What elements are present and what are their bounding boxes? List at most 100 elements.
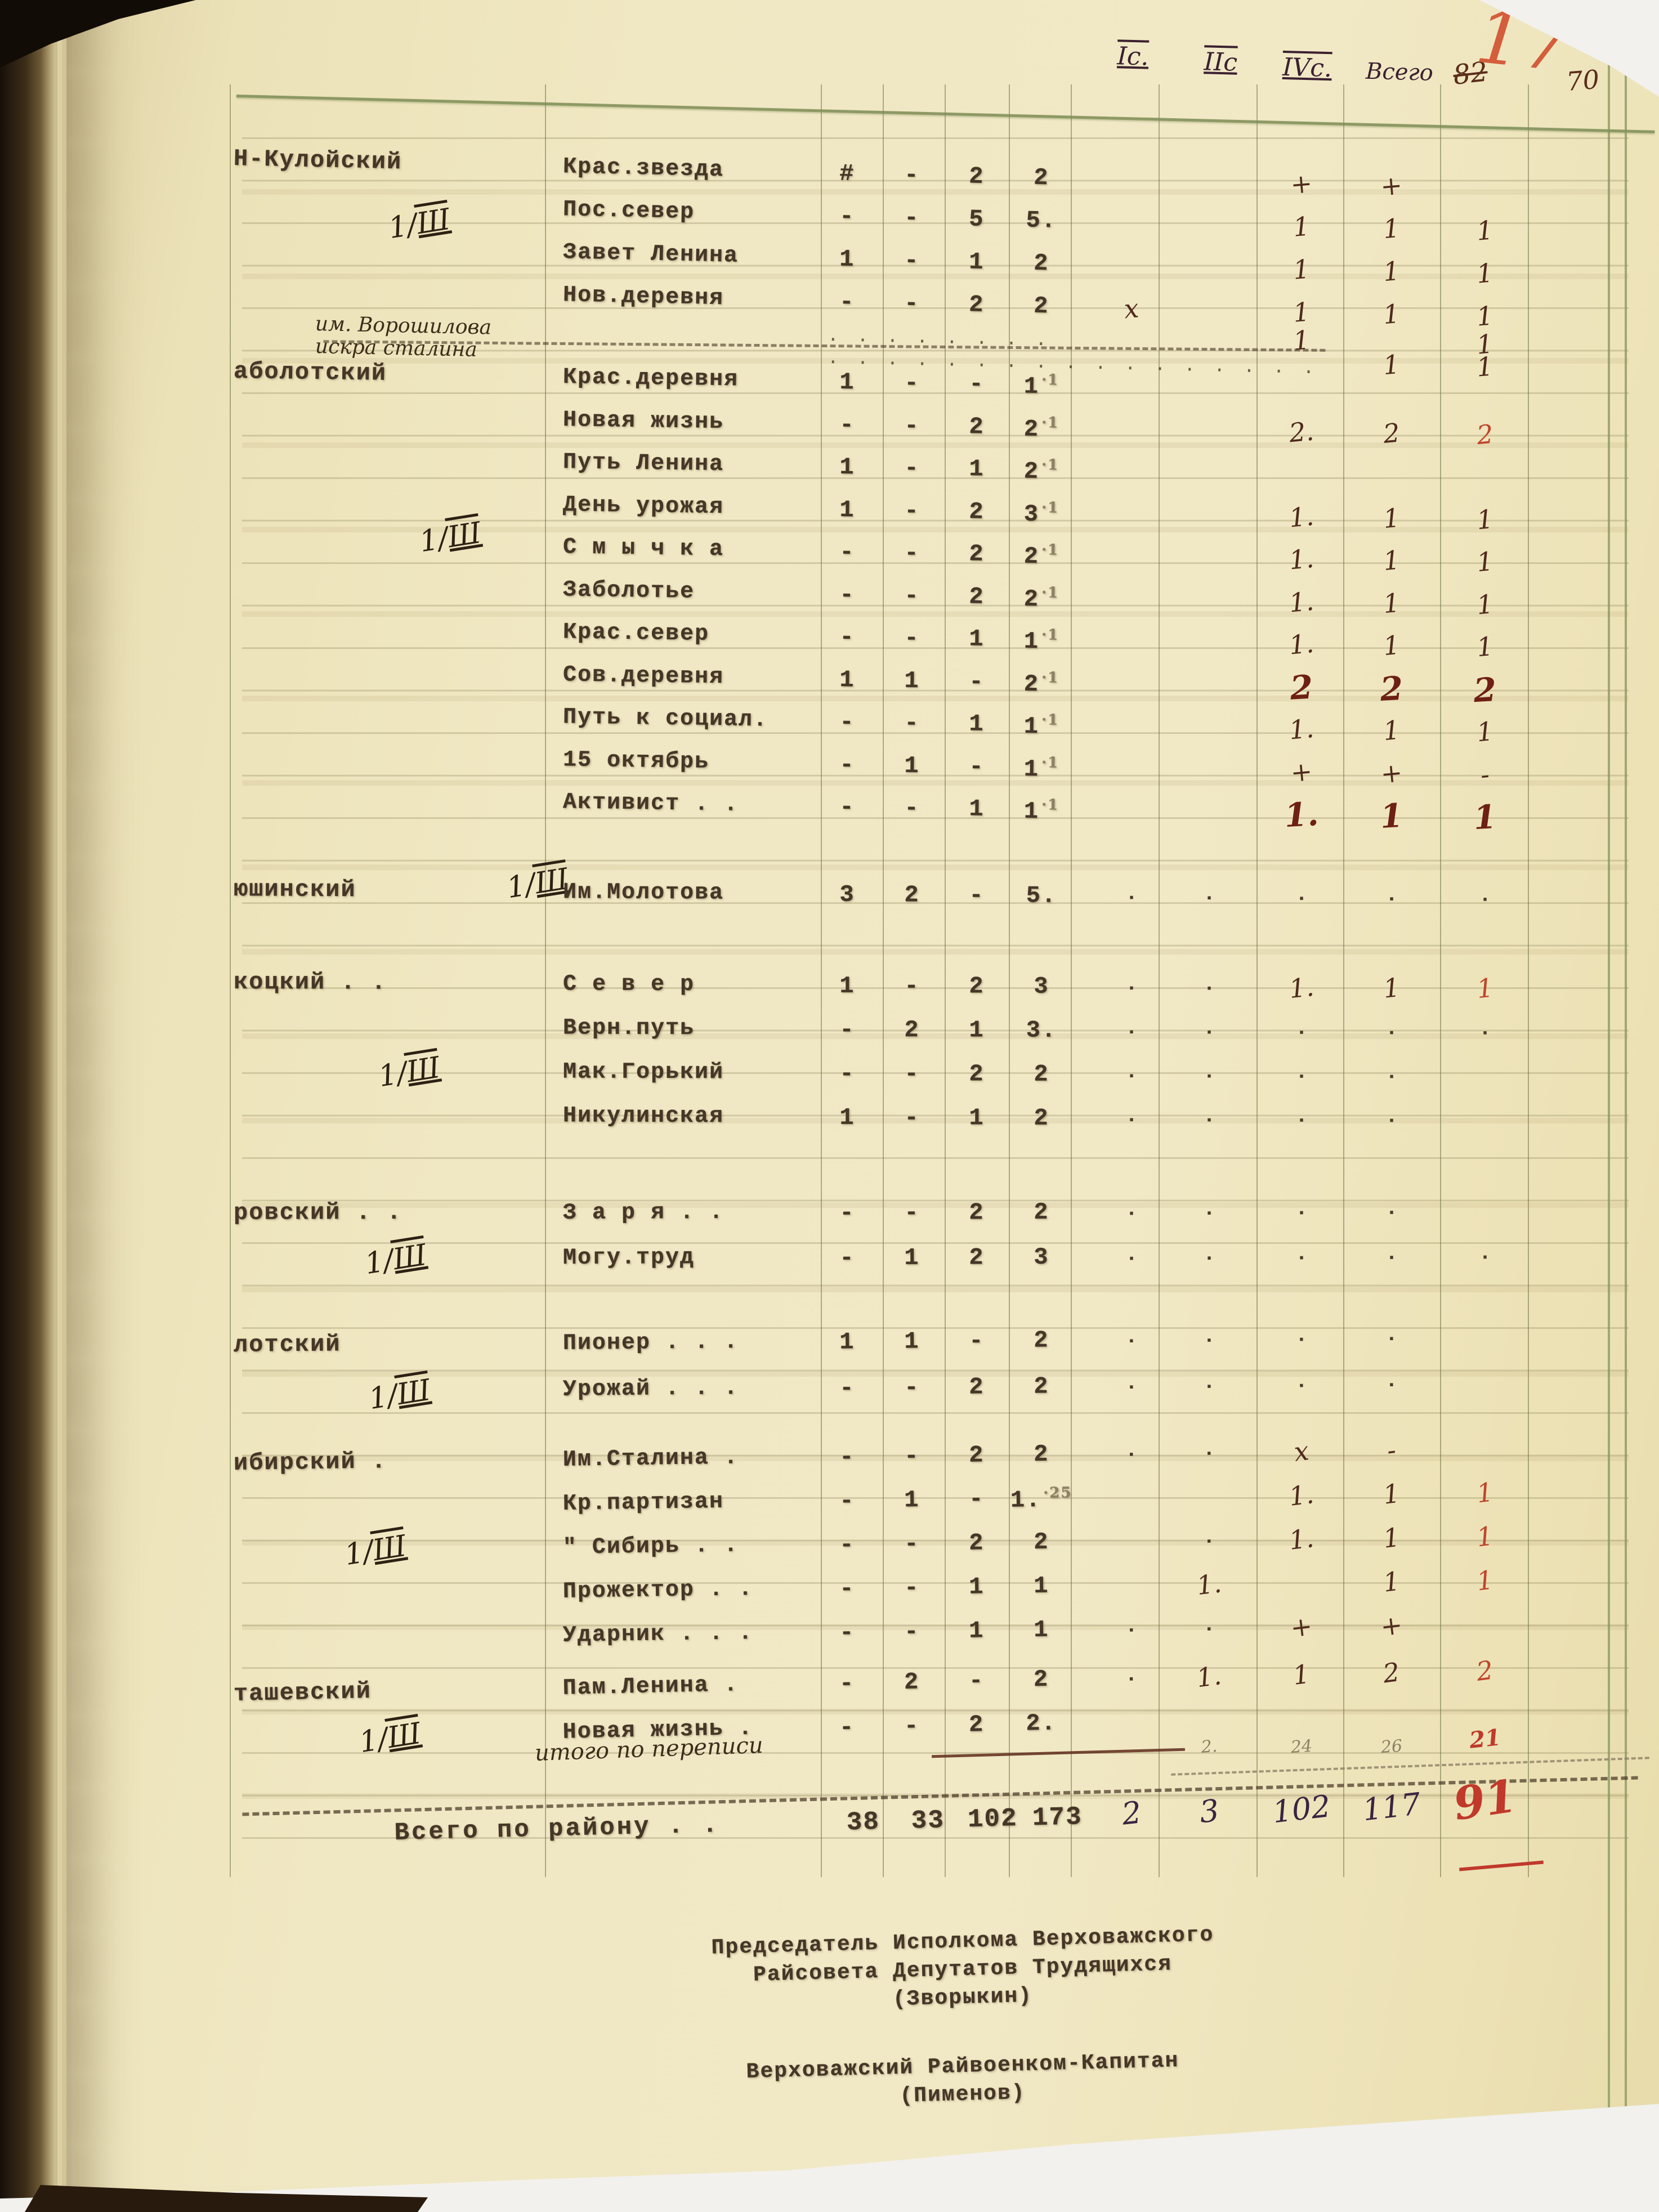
count-cell: - [904,709,920,737]
total-handwritten: 3 [1197,1792,1221,1830]
farm-name-cell: " Сибирь . . [562,1533,739,1561]
red-subtotal: 21 [1468,1724,1503,1754]
ledger-ruling [242,110,1629,1874]
count-cell: 1 [968,248,985,276]
handwritten-mark: . [1385,1196,1398,1221]
farm-name-cell: Пам.Ленина . [562,1672,739,1701]
handwritten-mark: + [1289,1610,1314,1644]
count-cell: - [839,1443,855,1471]
count-cell: 2 [1033,1440,1049,1468]
handwritten-mark: . [1125,972,1138,997]
count-cell: 2 [1034,1104,1049,1132]
handwritten-mark: . [1478,1241,1492,1266]
count-cell: - [968,1667,985,1695]
handwritten-mark: 1 [1379,796,1404,836]
count-cell: - [839,709,855,736]
total-count-cell: 38 [846,1807,880,1838]
count-cell: 1 [839,369,855,396]
header-col-total: Всего [1365,58,1434,86]
handwritten-mark: 2 [1379,669,1404,709]
handwritten-mark: . [1385,1104,1398,1129]
pencil-mark: 24 [1290,1736,1313,1758]
column-rule [945,84,946,1877]
handwritten-mark: + [1289,168,1314,200]
table-row: Никулинская 1 - 1 2.... [0,1102,1659,1143]
count-cell: 1·1 [1023,796,1059,825]
count-cell: 1 [839,1328,855,1356]
farm-name-cell: Новая жизнь [562,407,725,435]
handwritten-mark: . [1202,882,1216,907]
count-cell: 1 [904,667,920,695]
handwritten-mark: . [1295,882,1308,907]
count-cell: 1 [839,496,855,523]
farm-name-cell: Им.Сталина . [562,1445,739,1473]
count-cell: 3 [839,881,855,908]
count-cell: - [839,1669,855,1698]
handwritten-mark: 1. [1195,1660,1223,1694]
number-70: 70 [1565,64,1600,97]
count-cell: 1 [969,1017,985,1044]
count-cell: - [839,1016,855,1044]
red-page-number: 17 [1472,0,1575,89]
count-cell: - [904,624,920,652]
table-row: Мак.Горький - - 2 2.... [0,1058,1659,1099]
column-rule [230,84,231,1877]
handwritten-mark: 1 [1475,503,1495,535]
count-cell: - [904,1712,920,1740]
handwritten-mark: 2. [1287,415,1316,448]
count-cell: - [969,370,985,398]
handwritten-mark: . [1125,1371,1138,1396]
farm-name-cell: Ударник . . . [562,1620,754,1649]
handwritten-mark: 2 [1474,1654,1495,1687]
count-cell: 2 [969,1199,985,1226]
count-cell: - [969,753,985,781]
pencil-note: ·1 [1041,796,1059,814]
total-count-cell: 102 [967,1803,1018,1835]
count-cell: - [839,1713,855,1741]
farm-name-cell: Им.Молотова [562,880,725,906]
handwritten-mark: . [1125,881,1138,906]
count-cell: - [904,1530,920,1558]
count-cell: 2 [1033,1528,1049,1556]
count-cell: 2 [968,1711,985,1739]
count-cell: 2·1 [1023,456,1059,485]
farm-name-cell: Верн.путь [562,1015,695,1042]
handwritten-mark: 2 [1381,417,1401,449]
handwritten-mark: . [1478,1017,1492,1041]
count-cell: 2 [969,1060,985,1088]
handwritten-mark: 1 [1475,214,1495,247]
count-cell: - [904,1199,920,1226]
handwritten-mark: 1. [1287,628,1316,661]
handwritten-mark: . [1295,1104,1308,1129]
column-rule [1343,84,1344,1877]
count-cell: - [839,794,855,821]
column-rule [821,84,822,1877]
handwritten-mark: . [1385,1322,1398,1347]
header-col-1: Iс. [1116,42,1150,71]
count-cell: - [839,624,855,651]
count-cell: 1 [969,1104,985,1132]
column-rule [1528,84,1529,1877]
count-cell: 2·1 [1023,669,1059,698]
count-cell: 2 [1034,1327,1049,1354]
count-cell: 1 [839,454,855,481]
handwritten-mark: + [1379,1609,1405,1642]
count-cell: 1 [839,1104,855,1131]
count-cell: 1. ·25 [1010,1484,1072,1514]
handwritten-mark: 1 [1475,257,1495,289]
count-cell: 1 [839,666,855,693]
handwritten-mark: 1 [1291,211,1311,243]
handwritten-mark: . [1295,1060,1308,1085]
farm-name-cell: Нов.деревня [562,283,725,312]
total-count-cell: 173 [1032,1802,1083,1833]
handwritten-mark: 1 [1475,972,1495,1005]
count-cell: 1·1 [1023,626,1059,655]
handwritten-mark: 1 [1474,1476,1495,1509]
pencil-note: ·1 [1041,669,1059,686]
count-cell: 1 [904,1244,920,1271]
handwritten-mark: 1 [1381,629,1401,661]
count-cell: 2. [1025,1709,1057,1738]
handwritten-mark: . [1385,1017,1398,1041]
count-cell: 1·1 [1023,711,1059,740]
farm-name-cell: День урожая [562,492,725,520]
